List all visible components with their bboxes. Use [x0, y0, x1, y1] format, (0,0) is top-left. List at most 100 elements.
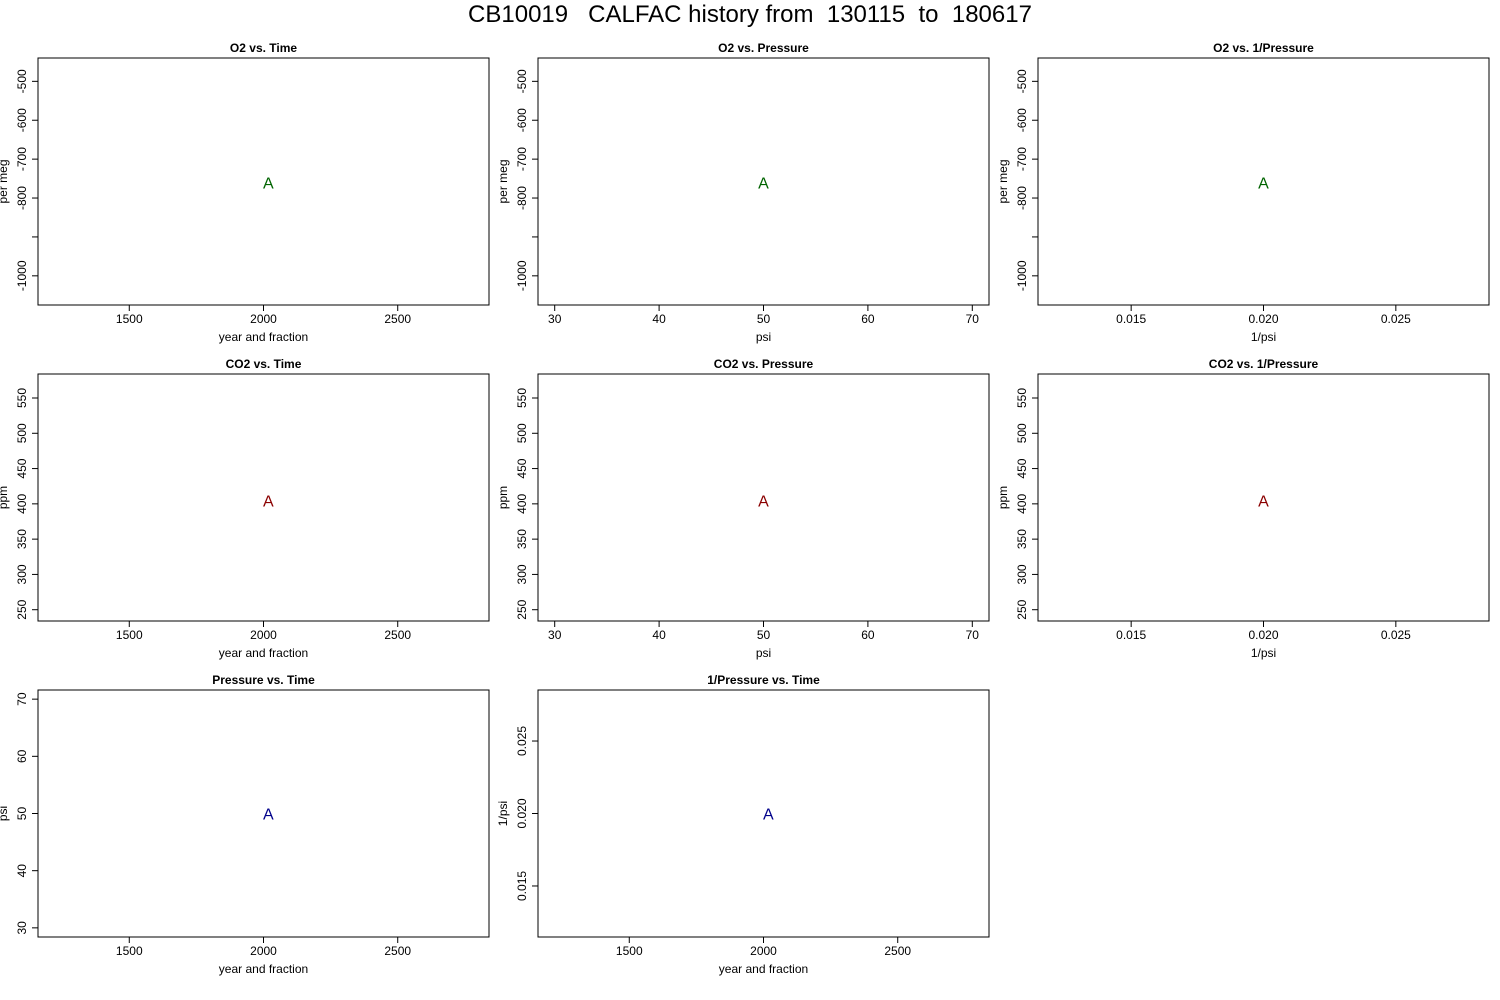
- y-tick-label: 400: [15, 494, 29, 514]
- y-axis-label: ppm: [0, 486, 10, 509]
- y-tick-label: 400: [1015, 494, 1029, 514]
- y-tick-label: 40: [15, 864, 29, 878]
- y-tick-label: 500: [515, 423, 529, 443]
- chart-panel-6: CO2 vs. 1/Pressure 0.015 0.020 0.025 250 300 3…: [996, 357, 1490, 660]
- y-axis-label: psi: [0, 806, 10, 821]
- x-tick-label: 1500: [116, 312, 143, 326]
- x-tick-label: 50: [757, 312, 771, 326]
- chart-panel-8: 1/Pressure vs. Time 1500 2000 2500 0.015 0.02…: [496, 673, 990, 976]
- chart-title: 1/Pressure vs. Time: [707, 673, 820, 687]
- y-tick-label: -1000: [15, 260, 29, 291]
- data-point: A: [758, 175, 769, 192]
- y-tick-label: -800: [515, 186, 529, 210]
- x-tick-label: 2000: [250, 944, 277, 958]
- chart-title: O2 vs. 1/Pressure: [1213, 41, 1314, 55]
- x-tick-label: 1500: [116, 944, 143, 958]
- y-tick-label: 350: [515, 529, 529, 549]
- chart-title: O2 vs. Time: [230, 41, 297, 55]
- y-tick-label: 70: [15, 692, 29, 706]
- x-tick-label: 2500: [884, 944, 911, 958]
- y-tick-label: 250: [15, 599, 29, 619]
- x-tick-label: 2000: [250, 312, 277, 326]
- x-axis-label: year and fraction: [219, 646, 308, 660]
- data-point: A: [763, 807, 774, 824]
- y-tick-label: -700: [515, 147, 529, 171]
- y-axis-label: 1/psi: [496, 801, 510, 826]
- data-point: A: [1258, 175, 1269, 192]
- x-tick-label: 0.020: [1248, 628, 1278, 642]
- data-point: A: [758, 493, 769, 510]
- x-tick-label: 0.015: [1116, 312, 1146, 326]
- x-tick-label: 40: [652, 312, 666, 326]
- data-point: A: [263, 807, 274, 824]
- x-tick-label: 40: [652, 628, 666, 642]
- x-tick-label: 30: [548, 312, 562, 326]
- y-axis-label: per meg: [0, 159, 10, 203]
- y-tick-label: 500: [1015, 423, 1029, 443]
- y-tick-label: 550: [15, 388, 29, 408]
- y-tick-label: -1000: [515, 260, 529, 291]
- y-tick-label: 450: [1015, 458, 1029, 478]
- x-tick-label: 0.025: [1381, 628, 1411, 642]
- data-point: A: [1258, 493, 1269, 510]
- chart-panel-5: CO2 vs. Pressure 30 40 50 60 70 250 300 350 400 45…: [496, 357, 990, 660]
- x-axis-label: psi: [756, 330, 771, 344]
- y-tick-label: 30: [15, 921, 29, 935]
- data-point: A: [263, 175, 274, 192]
- chart-title: CO2 vs. Time: [226, 357, 302, 371]
- x-tick-label: 0.025: [1381, 312, 1411, 326]
- chart-title: Pressure vs. Time: [212, 673, 315, 687]
- chart-panel-7: Pressure vs. Time 1500 2000 2500 30 40 50 60 70 y…: [0, 673, 490, 976]
- data-point: A: [263, 493, 274, 510]
- chart-panel-3: O2 vs. 1/Pressure 0.015 0.020 0.025 -1000 -80…: [996, 41, 1490, 344]
- y-tick-label: 250: [1015, 599, 1029, 619]
- x-tick-label: 1500: [616, 944, 643, 958]
- y-tick-label: -500: [515, 69, 529, 93]
- y-tick-label: 50: [15, 807, 29, 821]
- x-axis-label: 1/psi: [1251, 330, 1276, 344]
- y-axis-label: per meg: [496, 159, 510, 203]
- x-tick-label: 2500: [384, 944, 411, 958]
- y-tick-label: -700: [15, 147, 29, 171]
- x-tick-label: 60: [861, 628, 875, 642]
- y-tick-label: -800: [15, 186, 29, 210]
- x-tick-label: 60: [861, 312, 875, 326]
- x-tick-label: 30: [548, 628, 562, 642]
- x-axis-label: year and fraction: [219, 330, 308, 344]
- x-tick-label: 0.020: [1248, 312, 1278, 326]
- y-tick-label: -600: [15, 108, 29, 132]
- x-tick-label: 70: [966, 312, 980, 326]
- x-tick-label: 70: [966, 628, 980, 642]
- x-tick-label: 2500: [384, 312, 411, 326]
- y-tick-label: 300: [15, 564, 29, 584]
- y-tick-label: 450: [15, 458, 29, 478]
- y-tick-label: 450: [515, 458, 529, 478]
- chart-panel-2: O2 vs. Pressure 30 40 50 60 70 -1000 -800 -700 -6…: [496, 41, 990, 344]
- x-tick-label: 2000: [250, 628, 277, 642]
- y-tick-label: 400: [515, 494, 529, 514]
- chart-panel-1: O2 vs. Time 1500 2000 2500 -1000 -800 -700 -600…: [0, 41, 490, 344]
- y-tick-label: 0.020: [515, 798, 529, 828]
- chart-panel-4: CO2 vs. Time 1500 2000 2500 250 300 350 400 450 5…: [0, 357, 490, 660]
- y-tick-label: 350: [1015, 529, 1029, 549]
- chart-title: CO2 vs. Pressure: [714, 357, 814, 371]
- y-axis-label: ppm: [996, 486, 1010, 509]
- x-axis-label: 1/psi: [1251, 646, 1276, 660]
- y-tick-label: 60: [15, 749, 29, 763]
- y-tick-label: -500: [1015, 69, 1029, 93]
- y-tick-label: -1000: [1015, 260, 1029, 291]
- y-tick-label: 0.025: [515, 726, 529, 756]
- y-tick-label: 300: [515, 564, 529, 584]
- x-tick-label: 2000: [750, 944, 777, 958]
- x-tick-label: 50: [757, 628, 771, 642]
- x-axis-label: year and fraction: [719, 962, 808, 976]
- y-tick-label: -600: [515, 108, 529, 132]
- x-tick-label: 1500: [116, 628, 143, 642]
- x-tick-label: 0.015: [1116, 628, 1146, 642]
- y-tick-label: 350: [15, 529, 29, 549]
- y-tick-label: 550: [1015, 388, 1029, 408]
- y-tick-label: -600: [1015, 108, 1029, 132]
- y-tick-label: 500: [15, 423, 29, 443]
- figure-title: CB10019 CALFAC history from 130115 to 18…: [468, 1, 1032, 28]
